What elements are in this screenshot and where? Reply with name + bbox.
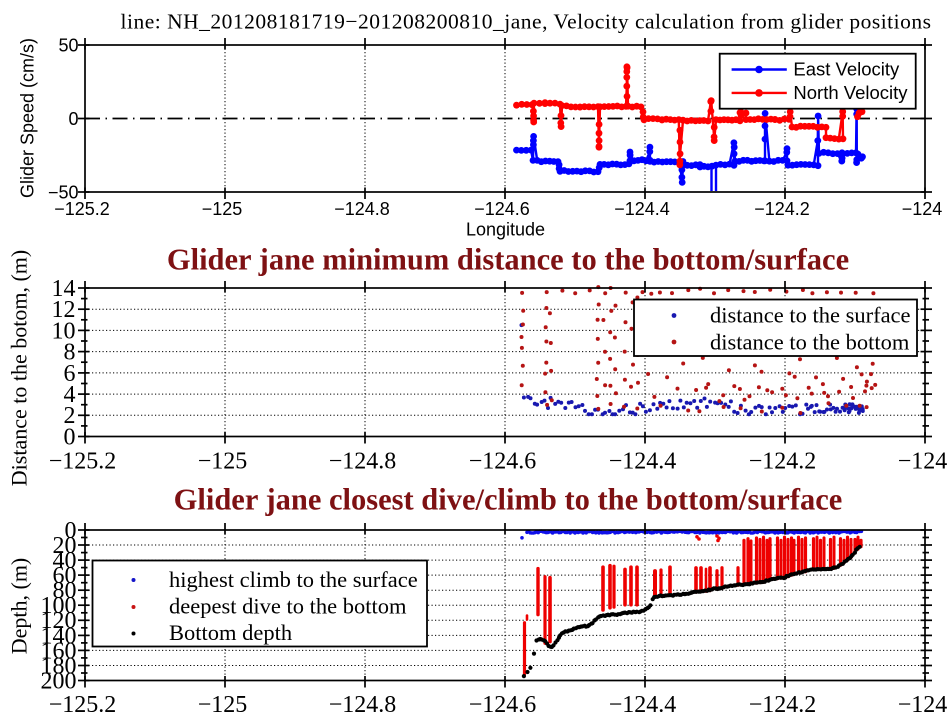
svg-text:8: 8 [64, 340, 76, 366]
svg-text:10: 10 [52, 318, 76, 344]
svg-text:−124: −124 [902, 199, 943, 219]
svg-text:−124.8: −124.8 [334, 199, 390, 219]
svg-text:200: 200 [41, 668, 77, 694]
svg-text:−124: −124 [898, 449, 948, 475]
svg-text:−125: −125 [198, 692, 248, 714]
svg-text:140: 140 [41, 623, 77, 649]
svg-text:Depth, (m): Depth, (m) [7, 558, 32, 655]
svg-text:−124.2: −124.2 [749, 449, 817, 475]
svg-text:60: 60 [53, 563, 77, 589]
svg-text:Glider jane minimum distance t: Glider jane minimum distance to the bott… [167, 243, 849, 277]
svg-text:North Velocity: North Velocity [793, 82, 908, 103]
svg-text:50: 50 [58, 36, 78, 56]
svg-text:Glider Speed (cm/s): Glider Speed (cm/s) [18, 38, 38, 198]
svg-text:Longitude: Longitude [466, 220, 545, 240]
svg-text:180: 180 [41, 653, 77, 679]
svg-text:distance to the bottom: distance to the bottom [710, 330, 910, 355]
svg-text:−125: −125 [198, 449, 248, 475]
svg-text:12: 12 [52, 297, 76, 323]
svg-text:−124.6: −124.6 [469, 449, 537, 475]
svg-text:4: 4 [64, 382, 76, 408]
svg-text:−124.6: −124.6 [469, 692, 537, 714]
svg-text:East Velocity: East Velocity [793, 58, 900, 79]
svg-text:−124.6: −124.6 [474, 199, 530, 219]
svg-text:−125.2: −125.2 [49, 449, 117, 475]
svg-text:−124.8: −124.8 [329, 692, 397, 714]
svg-text:6: 6 [64, 361, 76, 387]
svg-text:−124.4: −124.4 [614, 199, 670, 219]
svg-text:14: 14 [52, 276, 76, 302]
svg-text:Glider jane closest dive/climb: Glider jane closest dive/climb to the bo… [174, 483, 843, 517]
svg-text:−124.2: −124.2 [754, 199, 810, 219]
svg-text:−124: −124 [898, 692, 948, 714]
svg-text:−50: −50 [48, 183, 79, 203]
svg-text:−125.2: −125.2 [49, 692, 117, 714]
svg-text:120: 120 [41, 608, 77, 634]
svg-text:20: 20 [53, 533, 77, 559]
svg-text:0: 0 [64, 424, 76, 450]
svg-text:−124.4: −124.4 [609, 692, 677, 714]
svg-text:100: 100 [41, 593, 77, 619]
svg-text:160: 160 [41, 638, 77, 664]
svg-text:line: NH_201208181719−20120820: line: NH_201208181719−201208200810_jane,… [121, 10, 932, 34]
svg-text:Distance to the botom, (m): Distance to the botom, (m) [7, 250, 32, 486]
svg-text:−125: −125 [202, 199, 243, 219]
svg-text:80: 80 [53, 578, 77, 604]
svg-text:40: 40 [53, 548, 77, 574]
svg-text:2: 2 [64, 403, 76, 429]
svg-text:−124.2: −124.2 [749, 692, 817, 714]
svg-text:−125.2: −125.2 [54, 199, 110, 219]
svg-text:0: 0 [68, 109, 78, 129]
svg-text:Bottom depth: Bottom depth [169, 620, 292, 645]
svg-text:distance to the surface: distance to the surface [710, 303, 911, 328]
svg-text:deepest dive to the bottom: deepest dive to the bottom [169, 594, 407, 619]
svg-text:highest climb to the surface: highest climb to the surface [169, 567, 418, 592]
svg-text:0: 0 [65, 518, 77, 544]
svg-text:−124.4: −124.4 [609, 449, 677, 475]
svg-text:−124.8: −124.8 [329, 449, 397, 475]
